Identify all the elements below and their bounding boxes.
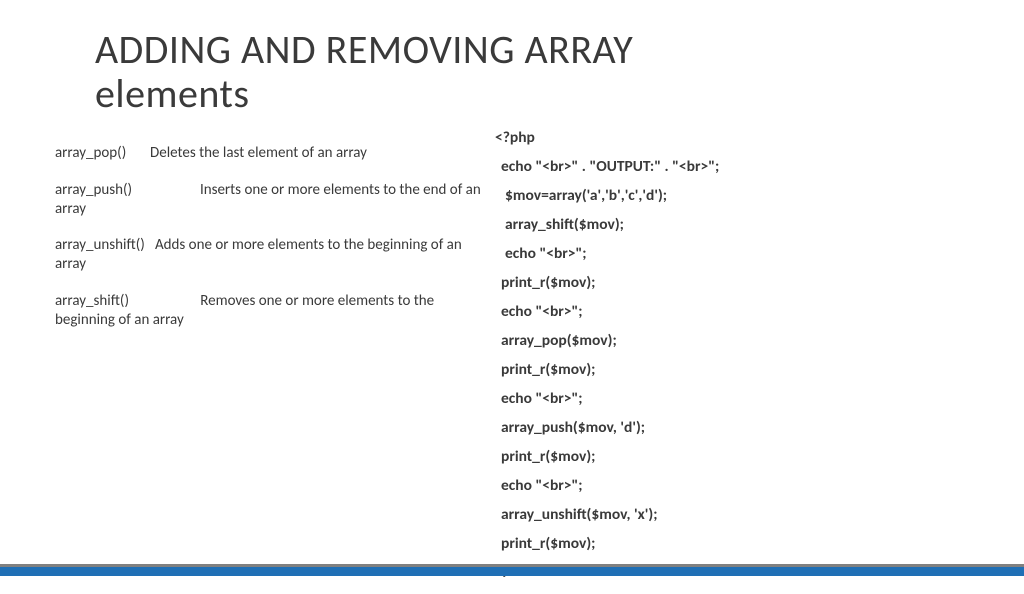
code-line: print_r($mov); [495,449,975,465]
right-column: <?php echo "<br>" . "OUTPUT:" . "<br>"; … [485,130,975,594]
code-line: print_r($mov); [495,275,975,291]
code-line: print_r($mov); [495,536,975,552]
code-line: array_unshift($mov, 'x'); [495,507,975,523]
code-line: echo "<br>"; [495,304,975,320]
code-line: <?php [495,130,975,146]
left-column: array_pop() Deletes the last element of … [55,130,485,594]
function-item: array_unshift() Adds one or more element… [55,236,485,274]
title-line-1: ADDING AND REMOVING ARRAY [95,25,633,74]
code-line: array_push($mov, 'd'); [495,420,975,436]
func-name: array_unshift() [55,236,145,254]
function-item: array_push() Inserts one or more element… [55,181,485,219]
func-sep [132,181,200,199]
slide-title: ADDING AND REMOVING ARRAY elements [0,28,1024,130]
code-line: echo "<br>"; [495,391,975,407]
func-name: array_shift() [55,292,129,310]
content-area: array_pop() Deletes the last element of … [0,130,1024,594]
func-name: array_pop() [55,144,126,162]
func-sep [145,236,155,254]
func-sep [126,144,150,162]
title-line-2: elements [95,69,250,118]
code-line: array_shift($mov); [495,217,975,233]
func-sep [129,292,200,310]
code-line: echo "<br>"; [495,246,975,262]
code-line: echo "<br>"; [495,478,975,494]
slide: ADDING AND REMOVING ARRAY elements array… [0,0,1024,576]
function-item: array_shift() Removes one or more elemen… [55,292,485,330]
func-name: array_push() [55,181,132,199]
bar-main-stripe [0,567,1024,576]
func-desc: Deletes the last element of an array [150,144,367,162]
function-item: array_pop() Deletes the last element of … [55,144,485,163]
code-line: echo "<br>" . "OUTPUT:" . "<br>"; [495,159,975,175]
code-line: print_r($mov); [495,362,975,378]
code-line: $mov=array('a','b','c','d'); [495,188,975,204]
bottom-accent-bar [0,564,1024,576]
code-line: array_pop($mov); [495,333,975,349]
